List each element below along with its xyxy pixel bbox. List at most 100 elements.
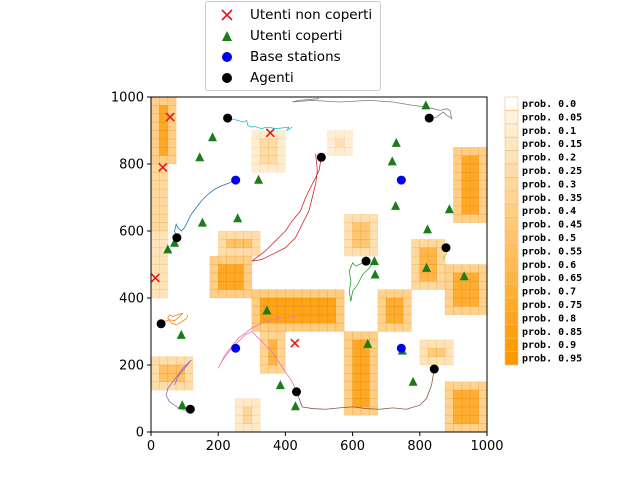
trajectory-line <box>174 180 234 238</box>
heatmap-cell <box>453 423 463 433</box>
heatmap-cell <box>276 314 286 324</box>
heatmap-cell <box>427 272 437 282</box>
heatmap-cell <box>469 272 479 282</box>
heatmap-cell <box>369 247 379 257</box>
heatmap-cell <box>352 398 362 408</box>
colorbar-swatch <box>504 257 519 272</box>
heatmap-cell <box>343 331 353 341</box>
colorbar-label: prob. 0.75 <box>522 300 582 311</box>
colorbar-swatch <box>504 203 519 218</box>
heatmap-cell <box>217 280 227 290</box>
x-tick-label: 600 <box>340 439 365 454</box>
heatmap-cell <box>335 322 345 332</box>
heatmap-cell <box>369 406 379 416</box>
heatmap-cell <box>478 272 488 282</box>
heatmap-cell <box>318 322 328 332</box>
heatmap-cell <box>461 155 471 165</box>
heatmap-cell <box>461 381 471 391</box>
heatmap-cell <box>293 314 303 324</box>
heatmap-cell <box>276 322 286 332</box>
heatmap-cell <box>167 364 177 374</box>
heatmap-cell <box>285 289 295 299</box>
heatmap-cell <box>243 280 253 290</box>
heatmap-cell <box>217 230 227 240</box>
heatmap-cell <box>444 289 454 299</box>
heatmap-cell <box>419 255 429 265</box>
colorbar-swatch <box>504 150 519 165</box>
heatmap-cell <box>251 314 261 324</box>
legend-label: Base stations <box>250 49 341 65</box>
heatmap-cell <box>469 172 479 182</box>
heatmap-cell <box>352 247 362 257</box>
colorbar-label: prob. 0.2 <box>522 153 576 164</box>
heatmap-cell <box>402 297 412 307</box>
heatmap-cell <box>461 423 471 433</box>
heatmap-cell <box>159 272 169 282</box>
heatmap-cell <box>226 289 236 299</box>
heatmap-cell <box>478 155 488 165</box>
heatmap-cell <box>453 297 463 307</box>
colorbar-label: prob. 0.15 <box>522 139 582 150</box>
agent-marker <box>361 256 371 266</box>
heatmap-cell <box>478 264 488 274</box>
heatmap-cell <box>226 264 236 274</box>
heatmap-cell <box>318 306 328 316</box>
heatmap-cell <box>276 138 286 148</box>
heatmap-cell <box>276 297 286 307</box>
heatmap-cell <box>360 364 370 374</box>
x-tick-label: 0 <box>147 439 155 454</box>
heatmap-cell <box>453 163 463 173</box>
heatmap-cell <box>150 230 160 240</box>
heatmap-cell <box>327 297 337 307</box>
heatmap-cell <box>251 423 261 433</box>
heatmap-cell <box>369 364 379 374</box>
colorbar-label: prob. 0.85 <box>522 327 582 338</box>
agent-marker <box>223 113 233 123</box>
heatmap-cell <box>478 381 488 391</box>
heatmap-cell <box>150 138 160 148</box>
blue-circle-icon <box>214 47 240 67</box>
heatmap-cell <box>335 314 345 324</box>
heatmap-cell <box>335 297 345 307</box>
heatmap-cell <box>352 230 362 240</box>
heatmap-cell <box>209 289 219 299</box>
heatmap-cell <box>243 230 253 240</box>
heatmap-cell <box>259 356 269 366</box>
heatmap-cell <box>427 347 437 357</box>
covered-user-marker <box>177 400 187 410</box>
trajectory-line <box>292 98 453 120</box>
heatmap-cell <box>444 297 454 307</box>
heatmap-cell <box>444 381 454 391</box>
heatmap-cell <box>478 423 488 433</box>
scatter-markers <box>150 100 469 414</box>
heatmap-cell <box>150 373 160 383</box>
heatmap-cell <box>150 264 160 274</box>
heatmap-cell <box>251 406 261 416</box>
heatmap-cell <box>469 155 479 165</box>
heatmap-cell <box>478 180 488 190</box>
y-tick-label: 1000 <box>111 91 144 106</box>
heatmap-cell <box>478 414 488 424</box>
heatmap-cell <box>150 239 160 249</box>
heatmap-cell <box>478 188 488 198</box>
heatmap-cell <box>159 239 169 249</box>
y-tick-label: 400 <box>119 292 144 307</box>
heatmap-cell <box>385 322 395 332</box>
heatmap-cell <box>217 272 227 282</box>
covered-user-marker <box>444 204 454 214</box>
colorbar-label: prob. 0.55 <box>522 246 582 257</box>
heatmap-cell <box>251 297 261 307</box>
heatmap-cell <box>469 264 479 274</box>
legend-item-covered: Utenti coperti <box>214 26 343 46</box>
heatmap-cell <box>360 373 370 383</box>
heatmap-cell <box>268 138 278 148</box>
heatmap-cell <box>419 280 429 290</box>
heatmap-cell <box>259 146 269 156</box>
heatmap-cell <box>369 331 379 341</box>
heatmap-cell <box>327 289 337 299</box>
colorbar-swatch <box>504 190 519 205</box>
trajectory-line <box>251 153 322 262</box>
heatmap-cell <box>226 280 236 290</box>
heatmap-cell <box>217 264 227 274</box>
